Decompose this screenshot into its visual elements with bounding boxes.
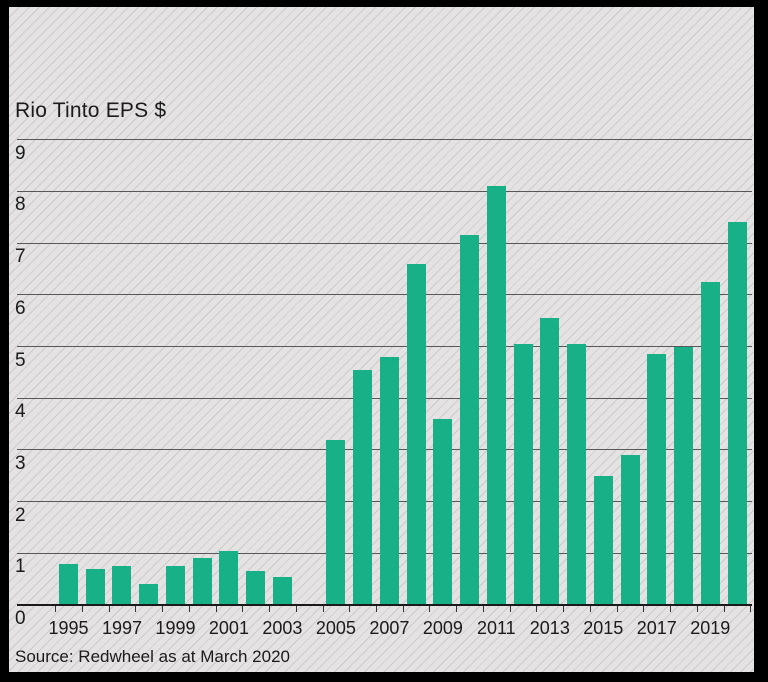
bar-2002 (246, 571, 266, 605)
gridline-y5 (17, 346, 752, 347)
bar-2018 (674, 346, 694, 605)
y-axis-label: 0 (15, 608, 26, 629)
x-axis-tick (269, 606, 271, 612)
bar-2003 (272, 576, 292, 605)
x-axis-label-1997: 1997 (101, 618, 142, 638)
gridline-y8 (17, 190, 752, 192)
bar-2019 (700, 281, 720, 605)
bar-2000 (192, 558, 212, 605)
x-axis-label-2003: 2003 (262, 618, 303, 638)
bar-1998 (139, 584, 159, 605)
x-axis-tick (429, 606, 431, 612)
x-axis-label-2017: 2017 (636, 618, 677, 638)
chart-title: Rio Tinto EPS $ (15, 99, 167, 122)
bar-2005 (326, 439, 346, 605)
bar-1999 (165, 566, 185, 605)
bar-2012 (513, 343, 533, 605)
bar-2015 (593, 475, 613, 605)
x-axis-tick (242, 606, 244, 612)
y-axis-label: 3 (15, 452, 26, 474)
x-axis-tick (188, 606, 190, 612)
x-axis-tick (723, 606, 725, 612)
bar-2006 (353, 369, 373, 605)
bar-1995 (59, 563, 78, 605)
bar-2009 (433, 418, 453, 605)
x-axis-tick (108, 606, 110, 612)
bar-2017 (647, 354, 667, 605)
y-axis-label: 9 (15, 142, 26, 164)
y-axis-label: 5 (15, 349, 26, 371)
gridline-y9 (17, 139, 752, 141)
x-axis-label-2007: 2007 (369, 618, 410, 638)
bar-2016 (620, 455, 640, 605)
x-axis-tick (376, 606, 377, 612)
x-axis-tick (509, 606, 511, 612)
x-axis-label-2005: 2005 (315, 618, 356, 638)
bar-2010 (460, 235, 480, 605)
x-axis-tick (643, 606, 645, 612)
bar-2007 (379, 356, 399, 605)
y-axis-label: 7 (15, 246, 26, 268)
x-axis-tick (670, 606, 672, 612)
x-axis-tick (750, 606, 752, 612)
x-axis-tick (536, 606, 538, 612)
bar-2020 (727, 222, 747, 605)
y-axis-label: 2 (15, 504, 26, 526)
gridline-y7 (17, 242, 752, 244)
x-axis-tick (482, 606, 484, 612)
x-axis-tick (589, 606, 591, 612)
x-axis-tick (456, 606, 458, 612)
x-axis-label-2015: 2015 (583, 618, 624, 638)
y-axis-label: 8 (15, 194, 26, 216)
x-axis-tick (402, 606, 404, 612)
bar-1996 (85, 568, 105, 605)
x-axis-tick (563, 606, 565, 612)
bar-2013 (540, 318, 560, 605)
x-axis-label-1999: 1999 (155, 618, 196, 638)
x-axis-tick (135, 606, 137, 612)
x-axis-tick (349, 606, 351, 612)
y-axis-label: 6 (15, 297, 26, 319)
x-axis-label-2013: 2013 (529, 618, 570, 638)
y-axis-label: 4 (15, 401, 26, 423)
y-axis-label: 1 (15, 556, 26, 578)
x-axis-tick (55, 606, 57, 612)
bar-2011 (486, 186, 506, 605)
x-axis-label-2009: 2009 (422, 618, 463, 638)
x-axis-tick (322, 606, 324, 612)
bar-1997 (112, 566, 132, 605)
x-axis-line (17, 604, 752, 606)
x-axis-tick (295, 606, 297, 612)
x-axis-label-2011: 2011 (476, 618, 516, 638)
bar-2014 (567, 343, 587, 605)
chart-frame: Rio Tinto EPS $ 0 1 2 3 4 5 6 7 8 9 1995 1997 1999 20… (9, 7, 754, 672)
x-axis-tick (162, 606, 164, 612)
x-axis-tick (215, 606, 217, 612)
source-note: Source: Redwheel as at March 2020 (15, 647, 290, 666)
x-axis-label-2001: 2001 (208, 618, 249, 638)
x-axis-tick (696, 606, 698, 612)
x-axis-tick (616, 606, 618, 612)
bar-2001 (219, 550, 239, 605)
x-axis-tick (81, 606, 83, 612)
gridline-y6 (17, 294, 752, 296)
x-axis-label-1995: 1995 (48, 618, 89, 638)
x-axis-label-2019: 2019 (690, 618, 731, 638)
bar-2008 (406, 263, 426, 605)
